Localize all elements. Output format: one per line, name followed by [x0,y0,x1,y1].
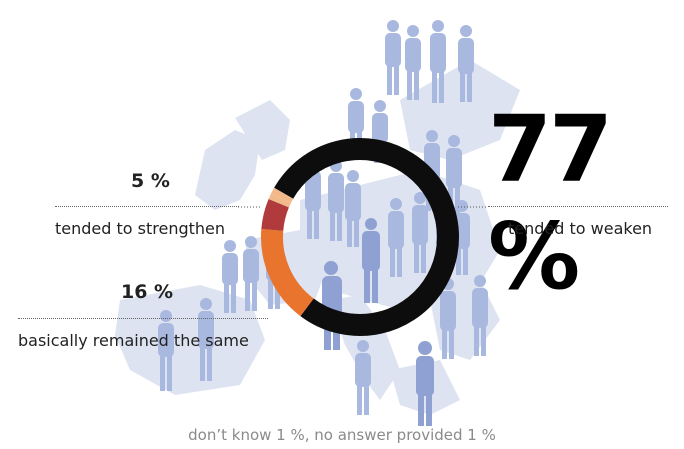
person-silhouette [385,20,401,95]
donut-slice-tended-to-strengthen [261,198,290,232]
strengthen-percentage: 5 % [131,170,170,192]
person-silhouette [458,25,474,102]
same-percentage: 16 % [121,281,174,303]
person-silhouette [243,236,259,311]
person-silhouette [472,275,488,356]
person-silhouette [416,341,434,426]
person-silhouette [355,340,371,415]
person-silhouette [198,298,214,381]
donut-slice-tended-to-weaken [274,138,459,336]
person-silhouette [362,218,380,303]
same-divider [18,318,268,319]
person-silhouette [412,192,428,273]
person-silhouette [345,170,361,247]
person-silhouette [405,25,421,100]
strengthen-divider [55,206,239,207]
person-silhouette [430,20,446,103]
person-silhouette [388,198,404,277]
weaken-percentage: 77 % [488,96,613,310]
weaken-divider [488,206,668,207]
donut-slice-no-answer-provided [271,187,294,204]
donut-chart [261,138,459,336]
strengthen-label: tended to strengthen [55,219,226,238]
footnote: don’t know 1 %, no answer provided 1 % [188,426,496,444]
donut-slice-basically-remained-the-same [261,229,314,317]
person-silhouette [158,310,174,391]
person-silhouette [222,240,238,313]
donut-slice-don-t-know [268,193,291,208]
weaken-label: tended to weaken [508,219,653,238]
same-label: basically remained the same [18,331,249,350]
